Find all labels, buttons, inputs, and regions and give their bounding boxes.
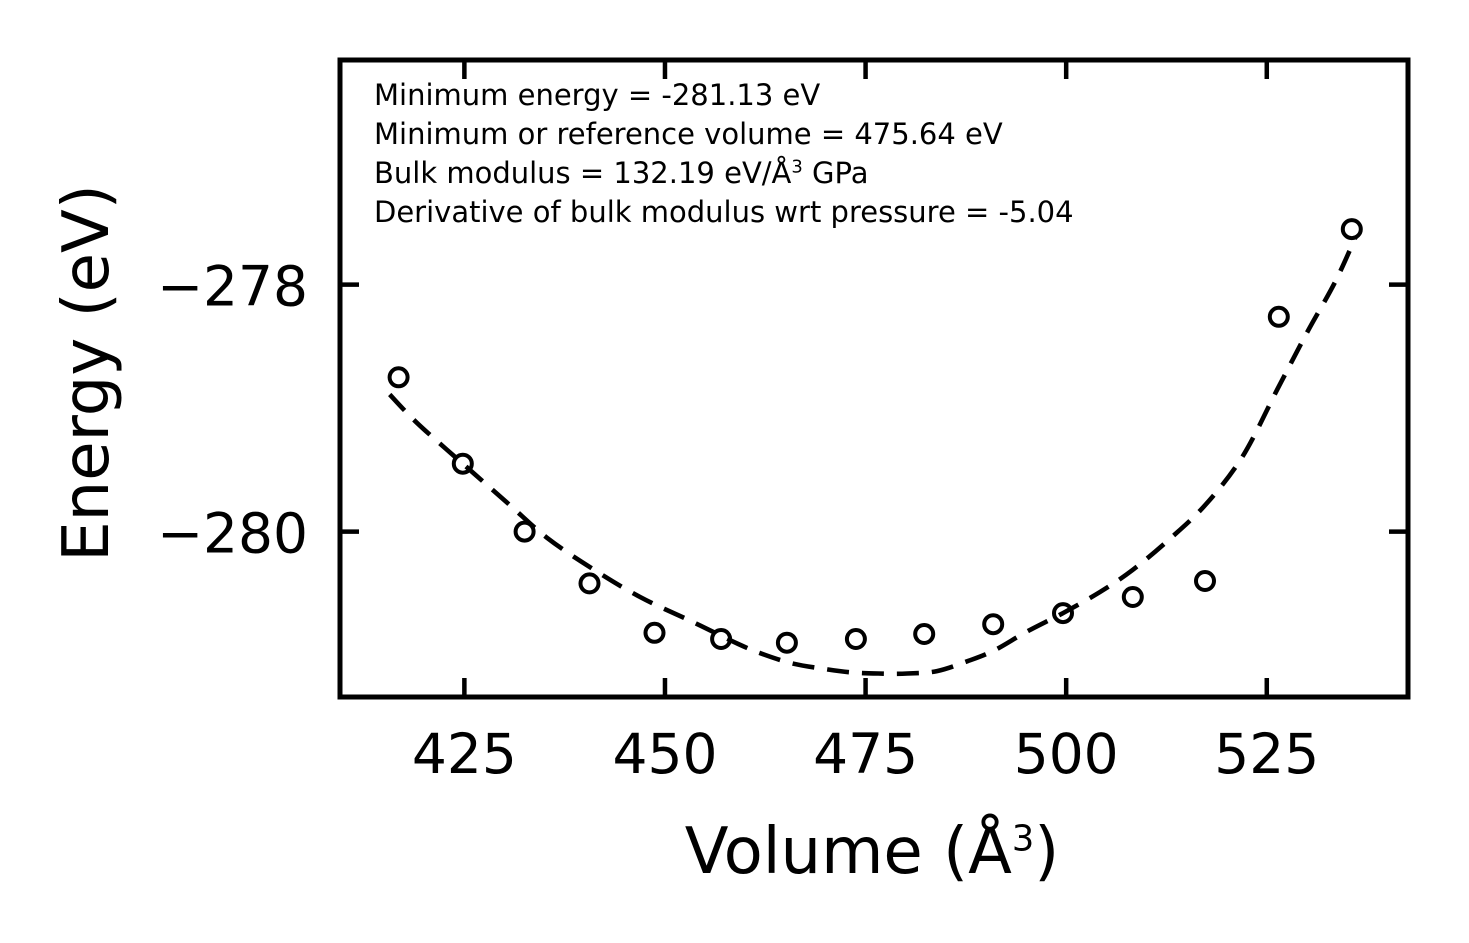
annotation-bulk-modulus-derivative: Derivative of bulk modulus wrt pressure … (374, 195, 1074, 229)
data-point-marker (1267, 305, 1290, 328)
annotation-minimum-volume: Minimum or reference volume = 475.64 eV (374, 117, 1003, 151)
x-axis-label: Volume (Å3) (684, 815, 1060, 889)
data-point-marker (1194, 570, 1216, 592)
data-point-marker (451, 452, 474, 475)
data-point-marker (643, 621, 666, 644)
data-point-marker (387, 366, 410, 389)
data-point-marker (1121, 586, 1144, 608)
y-tick-label: −278 (156, 254, 308, 319)
x-tick-label: 525 (1214, 722, 1320, 786)
y-tick-label: −280 (156, 501, 308, 566)
data-point-marker (710, 628, 733, 650)
y-axis-label: Energy (eV) (50, 184, 124, 562)
annotation-bulk-modulus: Bulk modulus = 132.19 eV/Å3 GPa (374, 156, 869, 190)
x-tick-label: 450 (612, 722, 718, 786)
data-point-marker (1340, 218, 1363, 241)
x-tick-label: 500 (1013, 722, 1119, 786)
axes-frame (337, 57, 1411, 700)
data-point-marker (578, 572, 601, 595)
annotation-minimum-energy: Minimum energy = -281.13 eV (374, 78, 821, 112)
data-point-marker (1052, 602, 1074, 625)
data-point-marker (844, 628, 867, 650)
data-point-marker (513, 520, 536, 543)
fit-parameters-annotation: Minimum energy = -281.13 eV Minimum or r… (374, 76, 1074, 232)
data-point-marker (982, 613, 1005, 636)
x-tick-label: 425 (411, 722, 517, 786)
eos-fit-curve (388, 235, 1358, 677)
data-point-marker (775, 631, 798, 654)
x-tick-label: 475 (813, 722, 919, 786)
data-point-marker (913, 623, 936, 645)
